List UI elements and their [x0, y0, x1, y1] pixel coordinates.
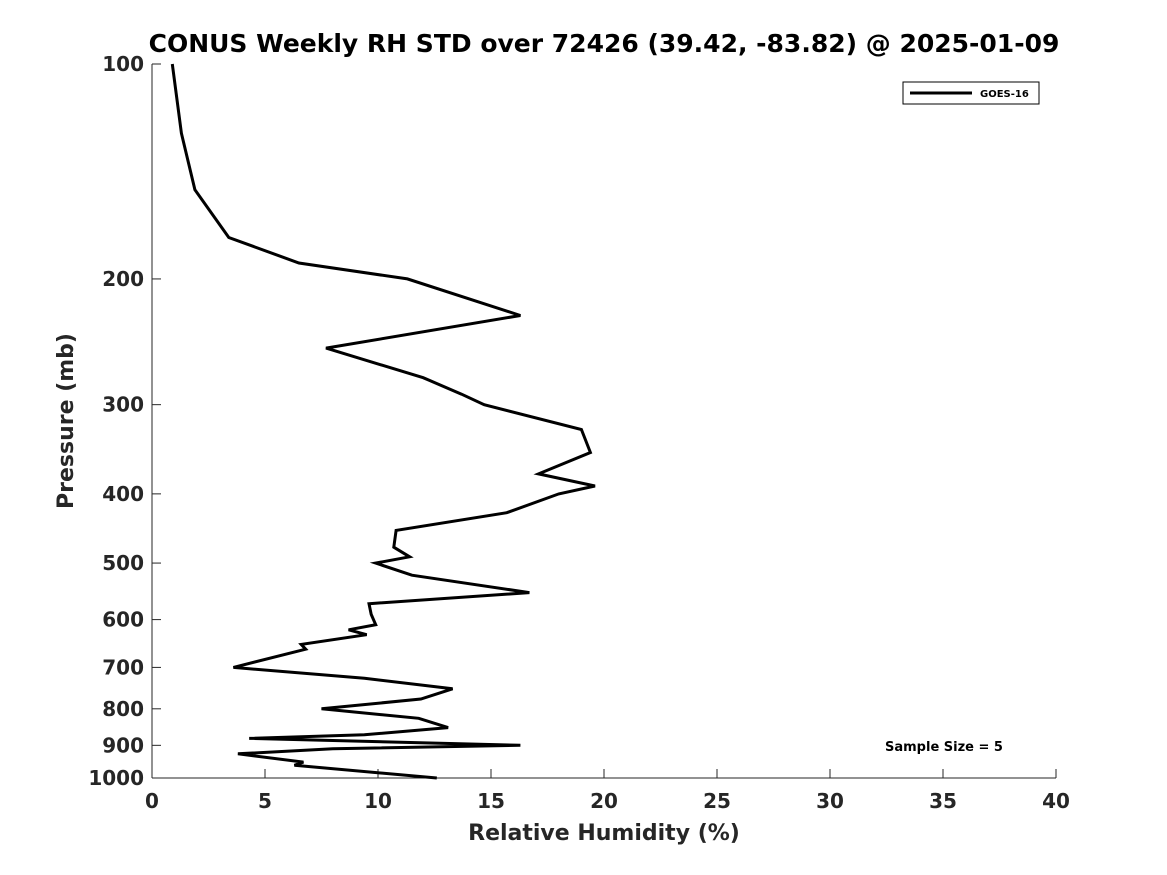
y-tick-label: 300	[102, 393, 144, 417]
x-tick-label: 30	[816, 789, 844, 813]
y-axis-ticks: 100 200 300 400 500 600 700 800 900 1000	[88, 52, 161, 790]
y-tick-label: 800	[102, 697, 144, 721]
x-tick-label: 35	[929, 789, 957, 813]
y-axis-label: Pressure (mb)	[54, 333, 79, 509]
y-tick-label: 900	[102, 733, 144, 757]
series-line-goes-16	[170, 63, 596, 780]
series-layer	[170, 63, 596, 780]
legend: GOES-16	[902, 81, 1040, 105]
sample-size-annotation: Sample Size = 5	[885, 740, 1003, 755]
y-tick-label: 700	[102, 655, 144, 679]
x-tick-label: 40	[1042, 789, 1070, 813]
y-tick-label: 400	[102, 482, 144, 506]
x-tick-label: 10	[364, 789, 392, 813]
x-tick-label: 20	[590, 789, 618, 813]
x-axis-label: Relative Humidity (%)	[468, 821, 740, 846]
y-tick-label: 1000	[88, 766, 144, 790]
y-tick-label: 600	[102, 608, 144, 632]
x-tick-label: 15	[477, 789, 505, 813]
y-tick-label: 100	[102, 52, 144, 76]
x-axis-ticks: 0 5 10 15 20 25 30 35 40	[145, 769, 1070, 813]
legend-entry-goes-16: GOES-16	[980, 89, 1029, 100]
x-tick-label: 0	[145, 789, 159, 813]
x-tick-label: 25	[703, 789, 731, 813]
y-tick-label: 200	[102, 267, 144, 291]
x-tick-label: 5	[258, 789, 272, 813]
chart-title: CONUS Weekly RH STD over 72426 (39.42, -…	[149, 29, 1060, 58]
y-tick-label: 500	[102, 551, 144, 575]
